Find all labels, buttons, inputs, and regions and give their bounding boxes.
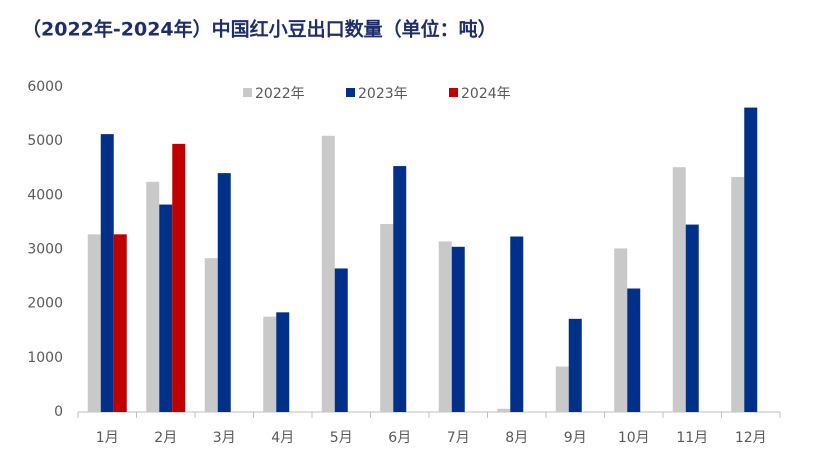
legend-swatch (243, 88, 252, 97)
bar (731, 176, 745, 412)
y-tick-label: 3000 (27, 242, 63, 258)
bar (263, 316, 277, 412)
bar (159, 204, 173, 412)
x-tick-label: 7月 (447, 430, 470, 446)
bar (672, 167, 686, 412)
bar (334, 268, 348, 412)
y-tick-label: 4000 (27, 187, 63, 203)
x-tick-label: 11月 (676, 430, 708, 446)
bar (146, 181, 160, 412)
x-tick-label: 8月 (505, 430, 528, 446)
y-tick-label: 0 (54, 404, 63, 420)
x-tick-label: 9月 (564, 430, 587, 446)
bar (555, 366, 569, 412)
x-tick-label: 5月 (330, 430, 353, 446)
bar (113, 234, 127, 412)
bar (172, 143, 186, 412)
legend-label: 2024年 (461, 86, 511, 102)
x-tick-label: 1月 (96, 430, 119, 446)
bar (510, 236, 524, 412)
legend-label: 2022年 (255, 86, 305, 102)
x-tick-label: 3月 (213, 430, 236, 446)
y-tick-label: 5000 (27, 133, 63, 149)
bar (393, 166, 407, 412)
bar (321, 135, 335, 412)
bar (276, 312, 290, 412)
legend-swatch (449, 88, 458, 97)
x-tick-label: 10月 (618, 430, 650, 446)
bar (100, 134, 114, 412)
bar (627, 288, 641, 412)
y-tick-label: 6000 (27, 79, 63, 95)
y-tick-label: 1000 (27, 350, 63, 366)
chart-title: （2022年-2024年）中国红小豆出口数量（单位：吨） (22, 18, 497, 41)
bar (497, 408, 511, 412)
legend-label: 2023年 (358, 86, 408, 102)
bar (217, 173, 231, 412)
bar (380, 224, 394, 412)
legend-swatch (346, 88, 355, 97)
bar (744, 107, 758, 412)
bar (204, 258, 218, 412)
bar (438, 241, 452, 412)
bar (568, 318, 582, 412)
y-tick-label: 2000 (27, 296, 63, 312)
x-tick-label: 12月 (735, 430, 767, 446)
bar (614, 248, 628, 412)
bar (685, 224, 699, 412)
x-tick-label: 2月 (154, 430, 177, 446)
bar (87, 234, 101, 412)
x-tick-label: 4月 (271, 430, 294, 446)
x-tick-label: 6月 (388, 430, 411, 446)
bar (451, 246, 465, 412)
